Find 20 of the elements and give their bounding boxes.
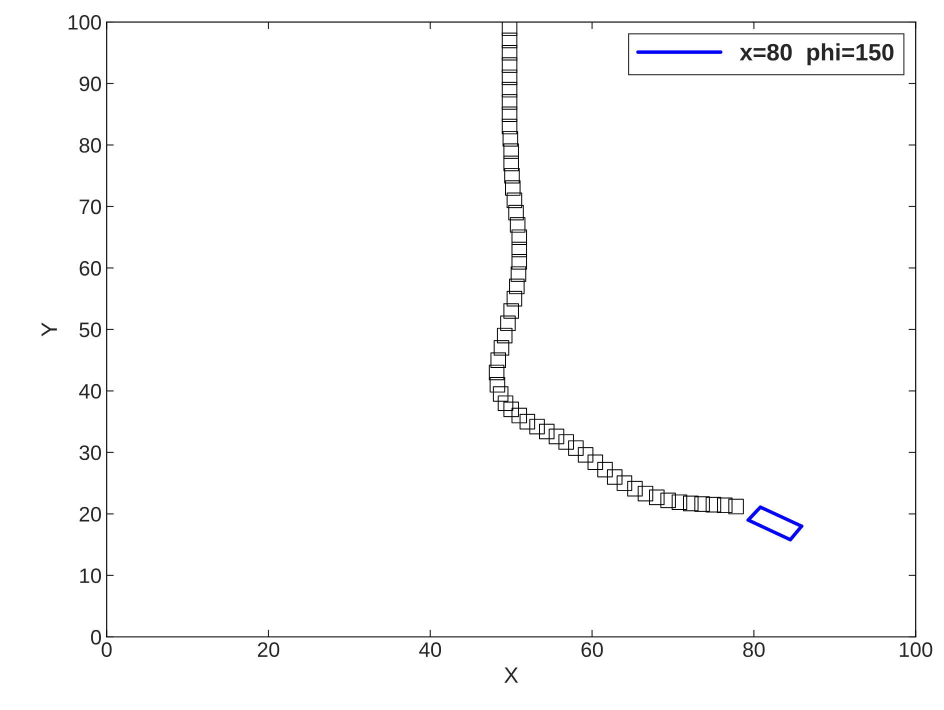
y-tick-label: 70 (80, 199, 101, 214)
x-tick-label: 60 (582, 642, 603, 658)
y-tick-label: 90 (80, 76, 101, 92)
y-tick-label: 40 (79, 384, 101, 399)
x-tick-label: 80 (743, 642, 765, 658)
y-tick-label: 10 (80, 568, 101, 584)
x-axis-title: X (504, 668, 518, 683)
x-tick-label: 100 (900, 642, 932, 658)
y-tick-label: 60 (80, 260, 101, 276)
y-tick-label: 30 (79, 445, 101, 460)
x-tick-label: 0 (102, 642, 112, 658)
y-tick-label: 0 (91, 630, 101, 645)
y-tick-label: 80 (80, 138, 101, 153)
x-tick-label: 40 (419, 642, 442, 658)
y-tick-label: 100 (68, 15, 101, 30)
y-tick-label: 20 (80, 506, 101, 522)
y-axis-title: Y (42, 322, 57, 336)
y-tick-label: 50 (79, 322, 101, 338)
x-tick-label: 20 (258, 642, 280, 658)
legend-label: x=80 phi=150 (740, 43, 894, 66)
